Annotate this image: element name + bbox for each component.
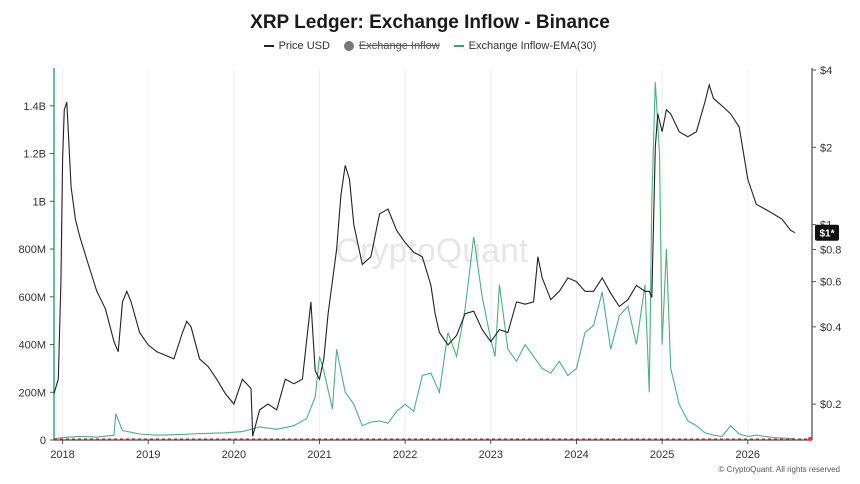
y-left-tick-label: 200M — [18, 387, 46, 399]
x-tick-label: 2025 — [650, 449, 674, 461]
y-right-tick-label: $2 — [820, 142, 832, 154]
copyright-text: © CryptoQuant. All rights reserved — [718, 465, 841, 474]
y-left-tick-label: 1.2B — [23, 149, 46, 161]
x-tick-label: 2020 — [222, 449, 246, 461]
legend-item-inflow[interactable]: Exchange Inflow — [343, 40, 440, 52]
legend-swatch-price — [263, 45, 274, 47]
series-line-ema — [53, 81, 795, 440]
y-right-tick-label: $0.2 — [820, 399, 841, 411]
y-left-tick-label: 0 — [40, 435, 46, 447]
legend-swatch-inflow — [343, 41, 354, 51]
legend-label-ema: Exchange Inflow-EMA(30) — [468, 40, 597, 52]
legend-item-price[interactable]: Price USD — [263, 40, 330, 52]
x-tick-label: 2021 — [307, 449, 331, 461]
current-price-badge-label: $1* — [819, 229, 834, 240]
y-left-tick-label: 1.4B — [23, 101, 46, 113]
x-tick-label: 2023 — [479, 449, 503, 461]
watermark: CryptoQuant — [336, 232, 529, 270]
y-right-tick-label: $4 — [820, 65, 832, 77]
y-left-tick-label: 600M — [18, 292, 46, 304]
series — [53, 81, 812, 441]
x-tick-label: 2022 — [393, 449, 417, 461]
chart-legend: Price USD Exchange Inflow Exchange Inflo… — [0, 40, 860, 52]
zero-marker — [808, 437, 812, 441]
y-right-tick-label: $0.6 — [820, 277, 841, 289]
y-left-tick-label: 1B — [33, 196, 46, 208]
x-tick-label: 2024 — [564, 449, 588, 461]
y-left-tick-label: 400M — [18, 340, 46, 352]
price-badge-group: $1* — [815, 224, 839, 241]
legend-label-inflow: Exchange Inflow — [358, 40, 440, 52]
gridlines — [62, 70, 749, 440]
legend-item-ema[interactable]: Exchange Inflow-EMA(30) — [453, 40, 597, 52]
x-tick-label: 2026 — [736, 449, 760, 461]
axes: 0 200M 400M 600M 800M 1B 1.2B 1.4B $0.2 $0.4 $0.6 $… — [18, 65, 841, 461]
x-tick-label: 2019 — [136, 449, 160, 461]
legend-swatch-ema — [453, 45, 464, 47]
x-tick-label: 2018 — [50, 449, 74, 461]
current-price-badge — [815, 224, 839, 241]
y-left-tick-label: 800M — [18, 244, 46, 256]
y-right-tick-label: $0.4 — [820, 322, 841, 334]
legend-label-price: Price USD — [278, 40, 330, 52]
y-right-tick-label: $0.8 — [820, 245, 841, 257]
chart-title: XRP Ledger: Exchange Inflow - Binance — [250, 12, 610, 33]
series-line-price — [53, 82, 796, 437]
